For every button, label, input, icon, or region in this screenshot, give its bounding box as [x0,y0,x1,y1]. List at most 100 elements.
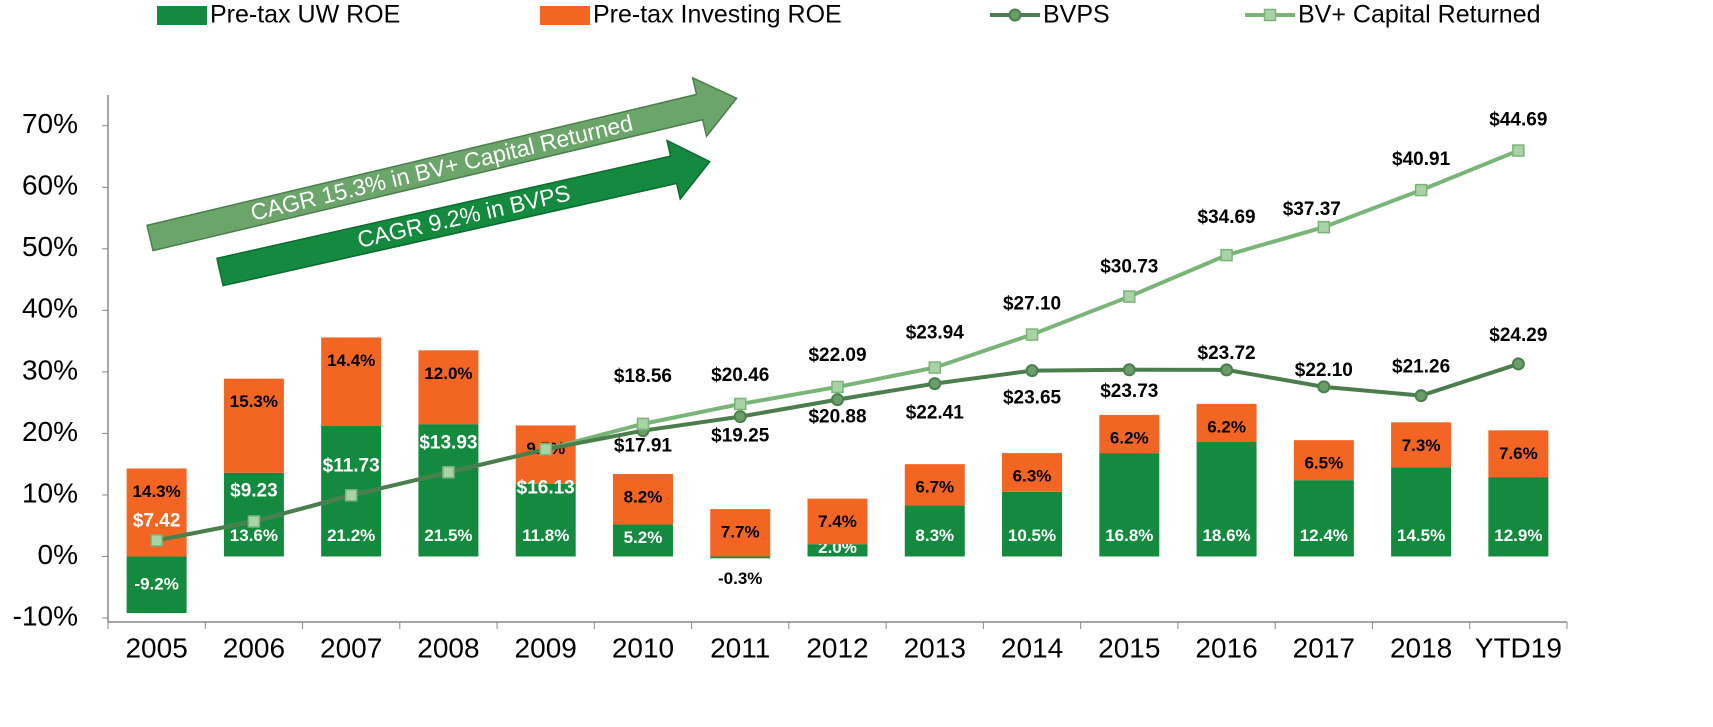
bar-label: 16.8% [1105,526,1153,545]
bar-label: 7.4% [818,512,857,531]
bar [612,524,673,557]
bar [515,483,576,557]
bar-label: 18.6% [1202,526,1250,545]
bar [1391,467,1452,557]
bar-label: 15.3% [230,392,278,411]
line-label: $18.56 [614,366,672,387]
x-tick-label: 2017 [1293,632,1355,663]
bar-label: 10.5% [1008,526,1056,545]
y-tick-label: 0% [38,539,78,570]
y-tick-label: -10% [13,600,78,631]
y-tick-label: 30% [22,354,78,385]
point [1317,380,1331,394]
bar-label: 7.7% [721,523,760,542]
legend-marker [1263,8,1277,22]
x-tick-label: 2016 [1195,632,1257,663]
point [733,397,747,411]
bar-label: 14.5% [1397,526,1445,545]
x-tick-label: YTD19 [1475,632,1562,663]
bar [418,350,479,425]
bar-label: 6.7% [915,478,954,497]
bar-label: 8.3% [915,526,954,545]
line-label: $20.46 [711,365,769,386]
bar [418,424,479,557]
bar [1488,430,1549,478]
line-label: $19.25 [711,426,770,447]
line-label: $22.09 [808,345,866,366]
bar [1293,480,1354,557]
x-tick-label: 2015 [1098,632,1160,663]
bar-label: 6.2% [1110,428,1149,447]
y-tick-label: 70% [22,108,78,139]
point [1414,389,1428,403]
bar [1391,422,1452,468]
bar-label: -9.2% [134,574,178,593]
bar [904,464,965,506]
line-label: $34.69 [1198,207,1256,228]
line-label: $20.88 [808,407,866,428]
bar-label: -0.3% [718,569,762,588]
bar-label: 5.2% [624,528,663,547]
x-tick-label: 2005 [125,632,187,663]
legend-marker [1008,8,1022,22]
point [1123,290,1136,303]
line-label: $16.13 [517,477,575,498]
y-tick-label: 20% [22,416,78,447]
bar-label: 6.5% [1304,454,1343,473]
plot: -10% 0% 10% 20% 30% 40% 50% 60% 70% 2005 2006 2007 2… [13,1,1568,663]
line-label: $22.10 [1295,360,1353,381]
bar-label: 11.8% [522,526,569,545]
bar-label: 7.6% [1499,444,1538,463]
bar-label: 12.0% [424,364,472,383]
x-tick-label: 2009 [515,632,577,663]
bar-label: 6.3% [1013,467,1052,486]
y-tick-label: 40% [22,293,78,324]
point [442,466,455,479]
bar-label: 14.4% [327,351,375,370]
x-tick-label: 2014 [1001,632,1063,663]
point [1317,220,1331,234]
bar-label: 7.3% [1402,436,1441,455]
point [1220,248,1233,262]
line-label: $37.37 [1283,199,1341,220]
bar [807,498,868,545]
x-tick-label: 2013 [904,632,966,663]
bar-label: 21.2% [327,526,375,545]
point [150,534,163,547]
line-label: $30.73 [1100,257,1158,278]
point [539,443,552,456]
y-tick-label: 60% [22,170,78,201]
point [831,380,844,394]
bar [1099,453,1160,557]
bar [1002,453,1063,492]
point [1220,363,1234,377]
point [1511,357,1525,371]
point [733,410,747,424]
x-tick-label: 2007 [320,632,382,663]
point [1025,364,1039,378]
bar [1002,491,1063,557]
bar [223,378,284,473]
legend-label: Pre-tax UW ROE [210,1,400,29]
bar [1196,403,1257,443]
legend-label: BV+ Capital Returned [1298,1,1541,29]
bar [710,556,771,559]
bar-label: 6.2% [1207,417,1246,436]
bar [807,544,868,557]
line-label: $27.10 [1003,294,1061,315]
point [1512,144,1525,157]
line-label: $9.23 [230,480,278,501]
point [636,417,650,431]
line-label: $13.93 [419,432,477,453]
line-label: $23.94 [906,323,965,344]
point [247,515,261,528]
bar [612,474,673,525]
x-tick-label: 2006 [223,632,285,663]
point [831,393,844,407]
line-label: $11.73 [323,455,380,476]
line-label: $23.73 [1100,381,1158,402]
bar-label: 12.4% [1300,526,1348,545]
line-label: $23.65 [1003,388,1062,409]
legend-label: BVPS [1043,1,1110,29]
